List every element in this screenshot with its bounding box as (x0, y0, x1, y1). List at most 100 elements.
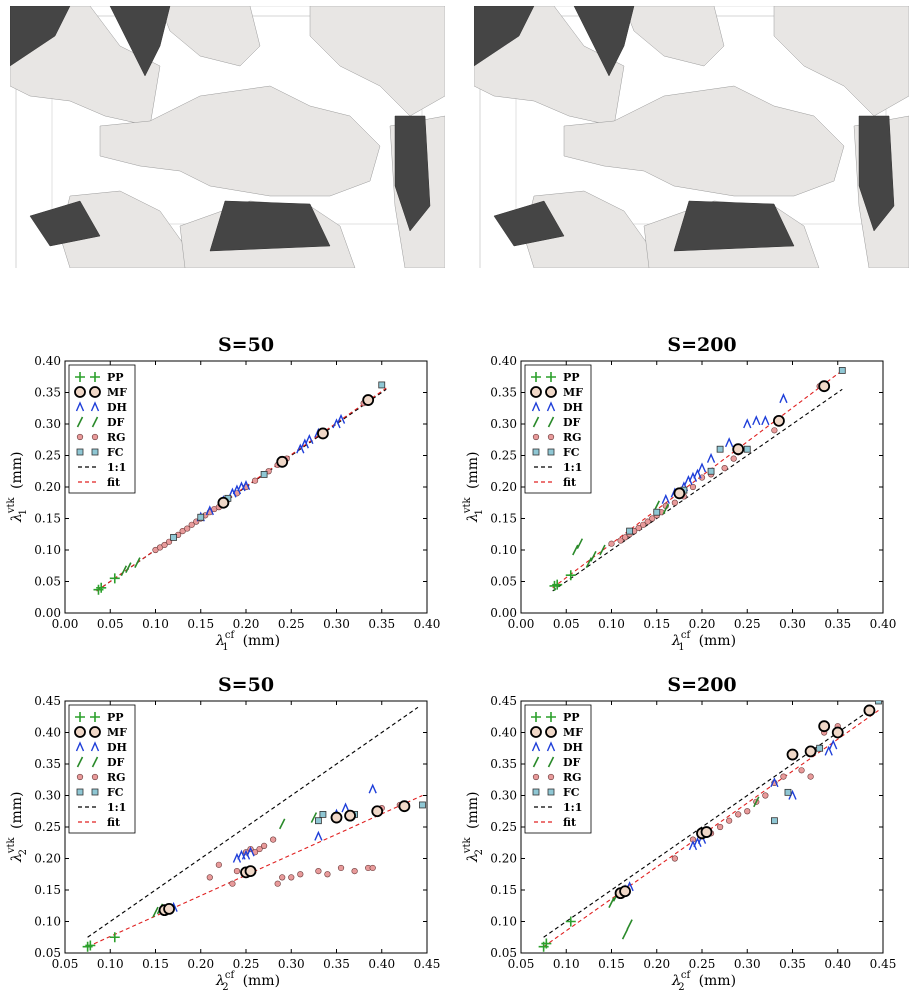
y-tick-label: 0.15 (490, 512, 517, 526)
x-tick-label: 0.15 (187, 617, 214, 631)
x-tick-label: 0.10 (553, 957, 580, 971)
legend-marker-dh (75, 401, 85, 412)
x-tick-label: 0.45 (414, 957, 441, 971)
point-dh (300, 438, 309, 449)
y-tick-label: 0.25 (34, 820, 61, 834)
x-tick-label: 0.10 (97, 957, 124, 971)
point-dh (697, 462, 707, 473)
y-tick-label: 0.00 (34, 606, 61, 620)
point-df (585, 557, 593, 568)
x-tick-label: 0.30 (734, 957, 761, 971)
x-tick-label: 0.40 (414, 617, 441, 631)
point-fc (419, 801, 426, 809)
legend-label: DF (107, 756, 125, 769)
x-tick-label: 0.05 (553, 617, 580, 631)
point-mf (163, 902, 175, 915)
legend-label: PP (107, 371, 124, 384)
y-tick-label: 0.20 (490, 852, 517, 866)
legend-marker-df (532, 416, 540, 428)
point-rg (671, 855, 678, 862)
point-dh (706, 452, 716, 463)
plot-area (93, 381, 387, 595)
y-tick-label: 0.40 (490, 726, 517, 740)
y-tick-label: 0.05 (490, 946, 517, 960)
point-df (572, 544, 579, 556)
legend-marker-pp (546, 712, 556, 722)
series-pp (538, 916, 576, 952)
x-tick-label: 0.05 (508, 957, 535, 971)
x-axis-label: λcf 2 (mm) (215, 970, 280, 993)
point-mf (244, 865, 257, 878)
y-tick-label: 0.00 (490, 606, 517, 620)
legend-marker-rg (91, 773, 99, 781)
legend-marker-rg (532, 433, 540, 441)
y-axis-label: λvtk1(mm) (462, 452, 485, 523)
y-tick-label: 0.35 (490, 386, 517, 400)
point-dh (368, 783, 377, 794)
point-dh (684, 474, 693, 485)
point-rg (744, 808, 751, 815)
legend-label: fit (107, 476, 121, 489)
point-mf (276, 455, 289, 468)
x-tick-label: 0.30 (779, 617, 806, 631)
plot-area (538, 701, 882, 952)
point-df (626, 919, 633, 931)
render-left (10, 6, 445, 268)
point-df (125, 562, 132, 573)
y-tick-label: 0.30 (490, 417, 517, 431)
series-pp (82, 932, 120, 952)
legend-marker-pp (90, 372, 100, 382)
x-tick-label: 0.15 (598, 957, 625, 971)
legend-marker-dh (90, 741, 100, 752)
legend-marker-mf (545, 726, 557, 738)
point-rg (270, 836, 277, 843)
point-rg (279, 874, 286, 881)
point-fc (816, 744, 824, 752)
y-tick-label: 0.35 (34, 386, 61, 400)
legend-label: RG (107, 431, 126, 444)
legend: PP MF DH DF RG FC 1:1 fit (68, 704, 136, 834)
legend-marker-rg (532, 773, 540, 781)
point-rg (780, 773, 787, 780)
legend-label: PP (563, 711, 580, 724)
chart-lambda1-s50: S=50 0.00 0.05 0.10 0.15 0.20 0.25 0.30 0.35 0.40… (0, 325, 455, 660)
legend-marker-fc (547, 788, 555, 796)
legend: PP MF DH DF RG FC 1:1 fit (524, 704, 592, 834)
point-dh (693, 468, 702, 479)
legend-marker-mf (74, 726, 86, 738)
legend-label: DH (563, 401, 583, 414)
point-rg (762, 792, 769, 799)
point-df (608, 897, 615, 908)
point-df (576, 538, 584, 550)
x-tick-label: 0.35 (824, 617, 851, 631)
point-fc (260, 470, 268, 478)
legend-marker-fc (91, 448, 99, 456)
y-tick-label: 0.15 (34, 512, 61, 526)
legend-label: RG (563, 771, 582, 784)
y-tick-label: 0.20 (34, 480, 61, 494)
point-fc (784, 788, 792, 796)
legend-marker-pp (75, 712, 85, 722)
legend-label: 1:1 (563, 461, 582, 474)
point-rg (251, 477, 259, 484)
x-tick-label: 0.25 (233, 957, 260, 971)
x-tick-label: 0.25 (734, 617, 761, 631)
point-df (310, 812, 318, 823)
legend-marker-rg (76, 773, 84, 781)
y-tick-label: 0.25 (490, 449, 517, 463)
point-fc (378, 381, 386, 389)
legend-label: MF (563, 726, 583, 739)
point-fc (875, 701, 882, 705)
y-axis-label: λvtk2(mm) (6, 792, 29, 863)
point-mf (673, 487, 686, 500)
point-rg (807, 773, 814, 780)
legend-marker-dh (75, 741, 85, 752)
fit-line (552, 370, 843, 589)
y-tick-label: 0.45 (34, 694, 61, 708)
legend-label: FC (563, 786, 580, 799)
point-rg (256, 845, 263, 853)
legend-label: fit (563, 816, 577, 829)
y-axis-label: λvtk2(mm) (462, 792, 485, 863)
series-pp (93, 573, 120, 595)
point-rg (274, 880, 281, 887)
